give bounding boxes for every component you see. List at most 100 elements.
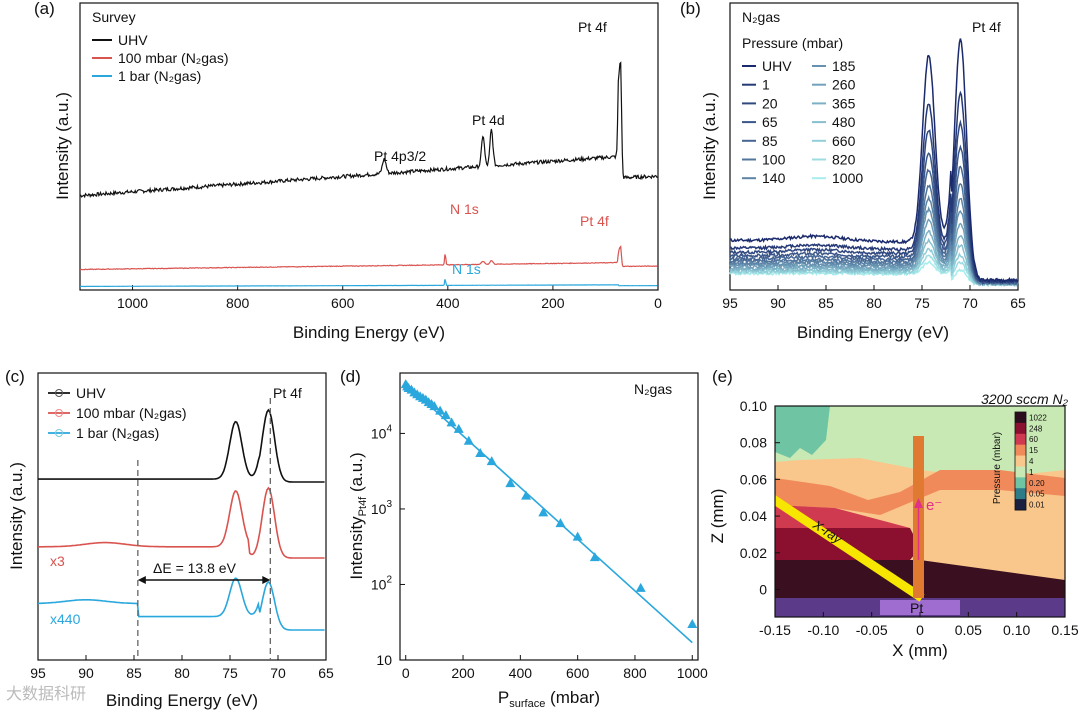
panel-c-xtick-3: 80 (174, 665, 190, 681)
panel-e-colorbar-swatch-0 (1015, 412, 1026, 424)
panel-b-legend-item-12: 820 (832, 152, 856, 168)
panel-e-colorbar-swatch-6 (1015, 477, 1026, 489)
panel-c-ylabel: Intensity (a.u.) (7, 462, 26, 570)
panel-e-colorbar-swatch-1 (1015, 422, 1026, 435)
panel-b-legend-item-9: 365 (832, 95, 856, 111)
panel-b-legend-title: N₂gas (742, 9, 780, 25)
panel-a-ann-n1s-blue: N 1s (452, 261, 481, 277)
panel-a-ann-n1s-red: N 1s (450, 201, 479, 217)
panel-e-xtick-1: -0.10 (807, 622, 839, 638)
panel-d-xtick-2: 400 (509, 665, 533, 681)
panel-a-ann-pt4f-red: Pt 4f (580, 213, 609, 229)
panel-b-xtick-4: 75 (914, 295, 930, 311)
panel-d-xlabel: Psurface (mbar) (498, 688, 600, 710)
panel-e-xtick-6: 0.15 (1051, 622, 1078, 638)
panel-e-xtick-0: -0.15 (759, 622, 791, 638)
panel-b-series-10 (729, 237, 1019, 287)
panel-d-point-23 (572, 531, 583, 541)
panel-c-series-0 (38, 408, 325, 483)
panel-b-legend-item-4: 85 (762, 133, 778, 149)
panel-d-xtick-3: 600 (566, 665, 590, 681)
panel-e-xtick-2: -0.05 (856, 622, 888, 638)
panel-b-legend-item-10: 480 (832, 114, 856, 130)
panel-a-label: (a) (34, 0, 55, 18)
panel-b-legend-item-7: 185 (832, 58, 856, 74)
panel-d-point-26 (687, 618, 698, 628)
panel-c: (c) 95 90 85 80 75 70 65 UHV 100 mbar (N₂gas) … (5, 367, 334, 710)
panel-c-delta-label: ΔE = 13.8 eV (153, 560, 237, 576)
panel-b-series-2 (729, 119, 1019, 285)
panel-d-point-18 (486, 456, 497, 466)
panel-d-point-17 (475, 448, 486, 458)
panel-d-point-13 (440, 410, 451, 420)
panel-e-ytick-3: 0.06 (740, 471, 767, 487)
panel-b-legend-item-8: 260 (832, 77, 856, 93)
panel-e-colorbar-swatch-5 (1015, 466, 1026, 478)
panel-b-series-1 (729, 90, 1019, 285)
panel-b-xtick-6: 65 (1010, 295, 1026, 311)
panel-b-ylabel: Intensity (a.u.) (700, 92, 719, 200)
panel-a-xlabel: Binding Energy (eV) (293, 323, 445, 342)
panel-b-legend-item-13: 1000 (832, 170, 863, 186)
panel-e-colorbar-tick-6: 0.20 (1029, 479, 1045, 488)
panel-e-title: 3200 sccm N₂ (981, 391, 1069, 407)
panel-e-xtick-4: 0.05 (955, 622, 982, 638)
panel-d-point-25 (635, 582, 646, 592)
panel-e-colorbar-swatch-4 (1015, 455, 1026, 467)
watermark: 大数据科研 (6, 686, 87, 703)
panel-e-colorbar-swatch-2 (1015, 433, 1026, 446)
panel-d-xtick-5: 1000 (677, 665, 708, 681)
panel-d-point-22 (555, 518, 566, 528)
panel-d-point-16 (463, 435, 474, 445)
panel-d-ylabel: IntensityPt4f (a.u.) (347, 452, 369, 579)
panel-c-series-1 (38, 486, 325, 559)
panel-e-ylabel: Z (mm) (708, 489, 727, 544)
panel-c-xtick-4: 75 (222, 665, 238, 681)
panel-e-label: (e) (712, 367, 733, 386)
panel-c-peak-label: Pt 4f (273, 385, 302, 401)
panel-b-label: (b) (680, 0, 701, 18)
panel-c-scale-x440: x440 (50, 611, 81, 627)
panel-d-xtick-4: 800 (623, 665, 647, 681)
panel-e-colorbar-swatch-7 (1015, 488, 1026, 500)
panel-b-legend-item-6: 140 (762, 170, 786, 186)
panel-a-ann-pt4p: Pt 4p3/2 (374, 148, 426, 164)
panel-e-colorbar-swatch-3 (1015, 444, 1026, 457)
panel-b-series-0 (729, 38, 1019, 283)
panel-a-legend-uhv: UHV (118, 32, 148, 48)
panel-b-legend-item-3: 65 (762, 114, 778, 130)
panel-c-xtick-1: 90 (78, 665, 94, 681)
panel-a-xtick-0: 1000 (117, 295, 148, 311)
panel-a-legend-title: Survey (92, 9, 136, 25)
panel-d-ytick-1: 102 (371, 574, 393, 592)
panel-b-peak-label: Pt 4f (972, 19, 1001, 35)
panel-c-delta-arrowhead-right (262, 576, 271, 584)
panel-d-ytick-2: 103 (371, 499, 393, 517)
panel-a: (a) 1000 800 600 400 200 0 Survey UHV 100 mba… (34, 0, 662, 342)
panel-c-series-2 (37, 577, 325, 631)
panel-c-xtick-5: 70 (270, 665, 286, 681)
panel-d-point-12 (435, 405, 446, 415)
panel-b-legend-item-5: 100 (762, 152, 786, 168)
panel-d-xtick-1: 200 (451, 665, 475, 681)
panel-c-legend-1bar: 1 bar (N₂gas) (76, 425, 159, 441)
panel-d-point-19 (505, 478, 516, 488)
panel-e-colorbar-tick-2: 60 (1029, 435, 1038, 444)
panel-b-series-12 (729, 254, 1019, 287)
panel-d-ytick-3: 104 (371, 423, 393, 441)
panel-e-colorbar-tick-3: 15 (1029, 446, 1038, 455)
panel-b-legend-item-0: UHV (762, 58, 792, 74)
panel-b: (b) 95 90 85 80 75 70 65 N₂gas Pressure (mbar)… (680, 0, 1026, 342)
panel-e-colorbar-title: Pressure (mbar) (992, 432, 1003, 504)
panel-b-xtick-1: 90 (770, 295, 786, 311)
panel-b-xtick-3: 80 (866, 295, 882, 311)
panel-a-xtick-4: 200 (541, 295, 565, 311)
panel-b-series-6 (729, 194, 1019, 286)
panel-a-ylabel: Intensity (a.u.) (53, 92, 72, 200)
panel-e-colorbar-frame (1014, 411, 1027, 511)
panel-a-series-0 (79, 61, 658, 199)
panel-e-ytick-1: 0.02 (740, 545, 767, 561)
panel-c-label: (c) (5, 367, 25, 386)
panel-c-xlabel: Binding Energy (eV) (106, 691, 258, 710)
panel-c-delta-arrowhead-left (137, 576, 146, 584)
